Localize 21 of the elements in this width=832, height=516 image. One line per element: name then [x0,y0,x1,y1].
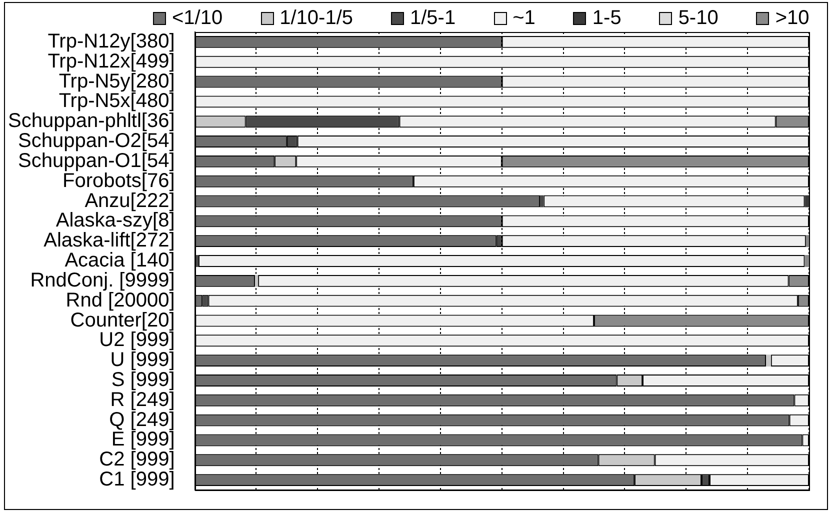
bar [540,195,544,208]
y-tick-label: Schuppan-O2[54] [18,130,175,152]
bar [254,274,258,287]
series-label: ~1 [512,6,536,30]
legend-label: 1/5-1 [410,6,456,30]
y-tick-label: Trp-N12y[380] [48,30,175,52]
legend-label: 5-10 [678,6,718,30]
bar [804,195,809,208]
y-tick-label: U [999] [110,349,175,372]
legend-label: >10 [775,6,810,30]
bar [804,255,809,267]
y-tick-label: Acacia [140] [64,250,175,272]
y-tick-label: Alaska-lift[272] [44,230,175,252]
y-tick-label: C2 [999] [99,448,175,471]
legend-label: 1/10-1/5 [280,6,353,30]
bar [806,235,809,248]
y-tick-label: C1 [999] [99,468,175,491]
bar [766,354,771,367]
y-tick-label: Schuppan-phltl[36] [8,110,175,132]
legend-label: 1-5 [592,6,622,30]
legend-label: <1/10 [172,6,223,30]
